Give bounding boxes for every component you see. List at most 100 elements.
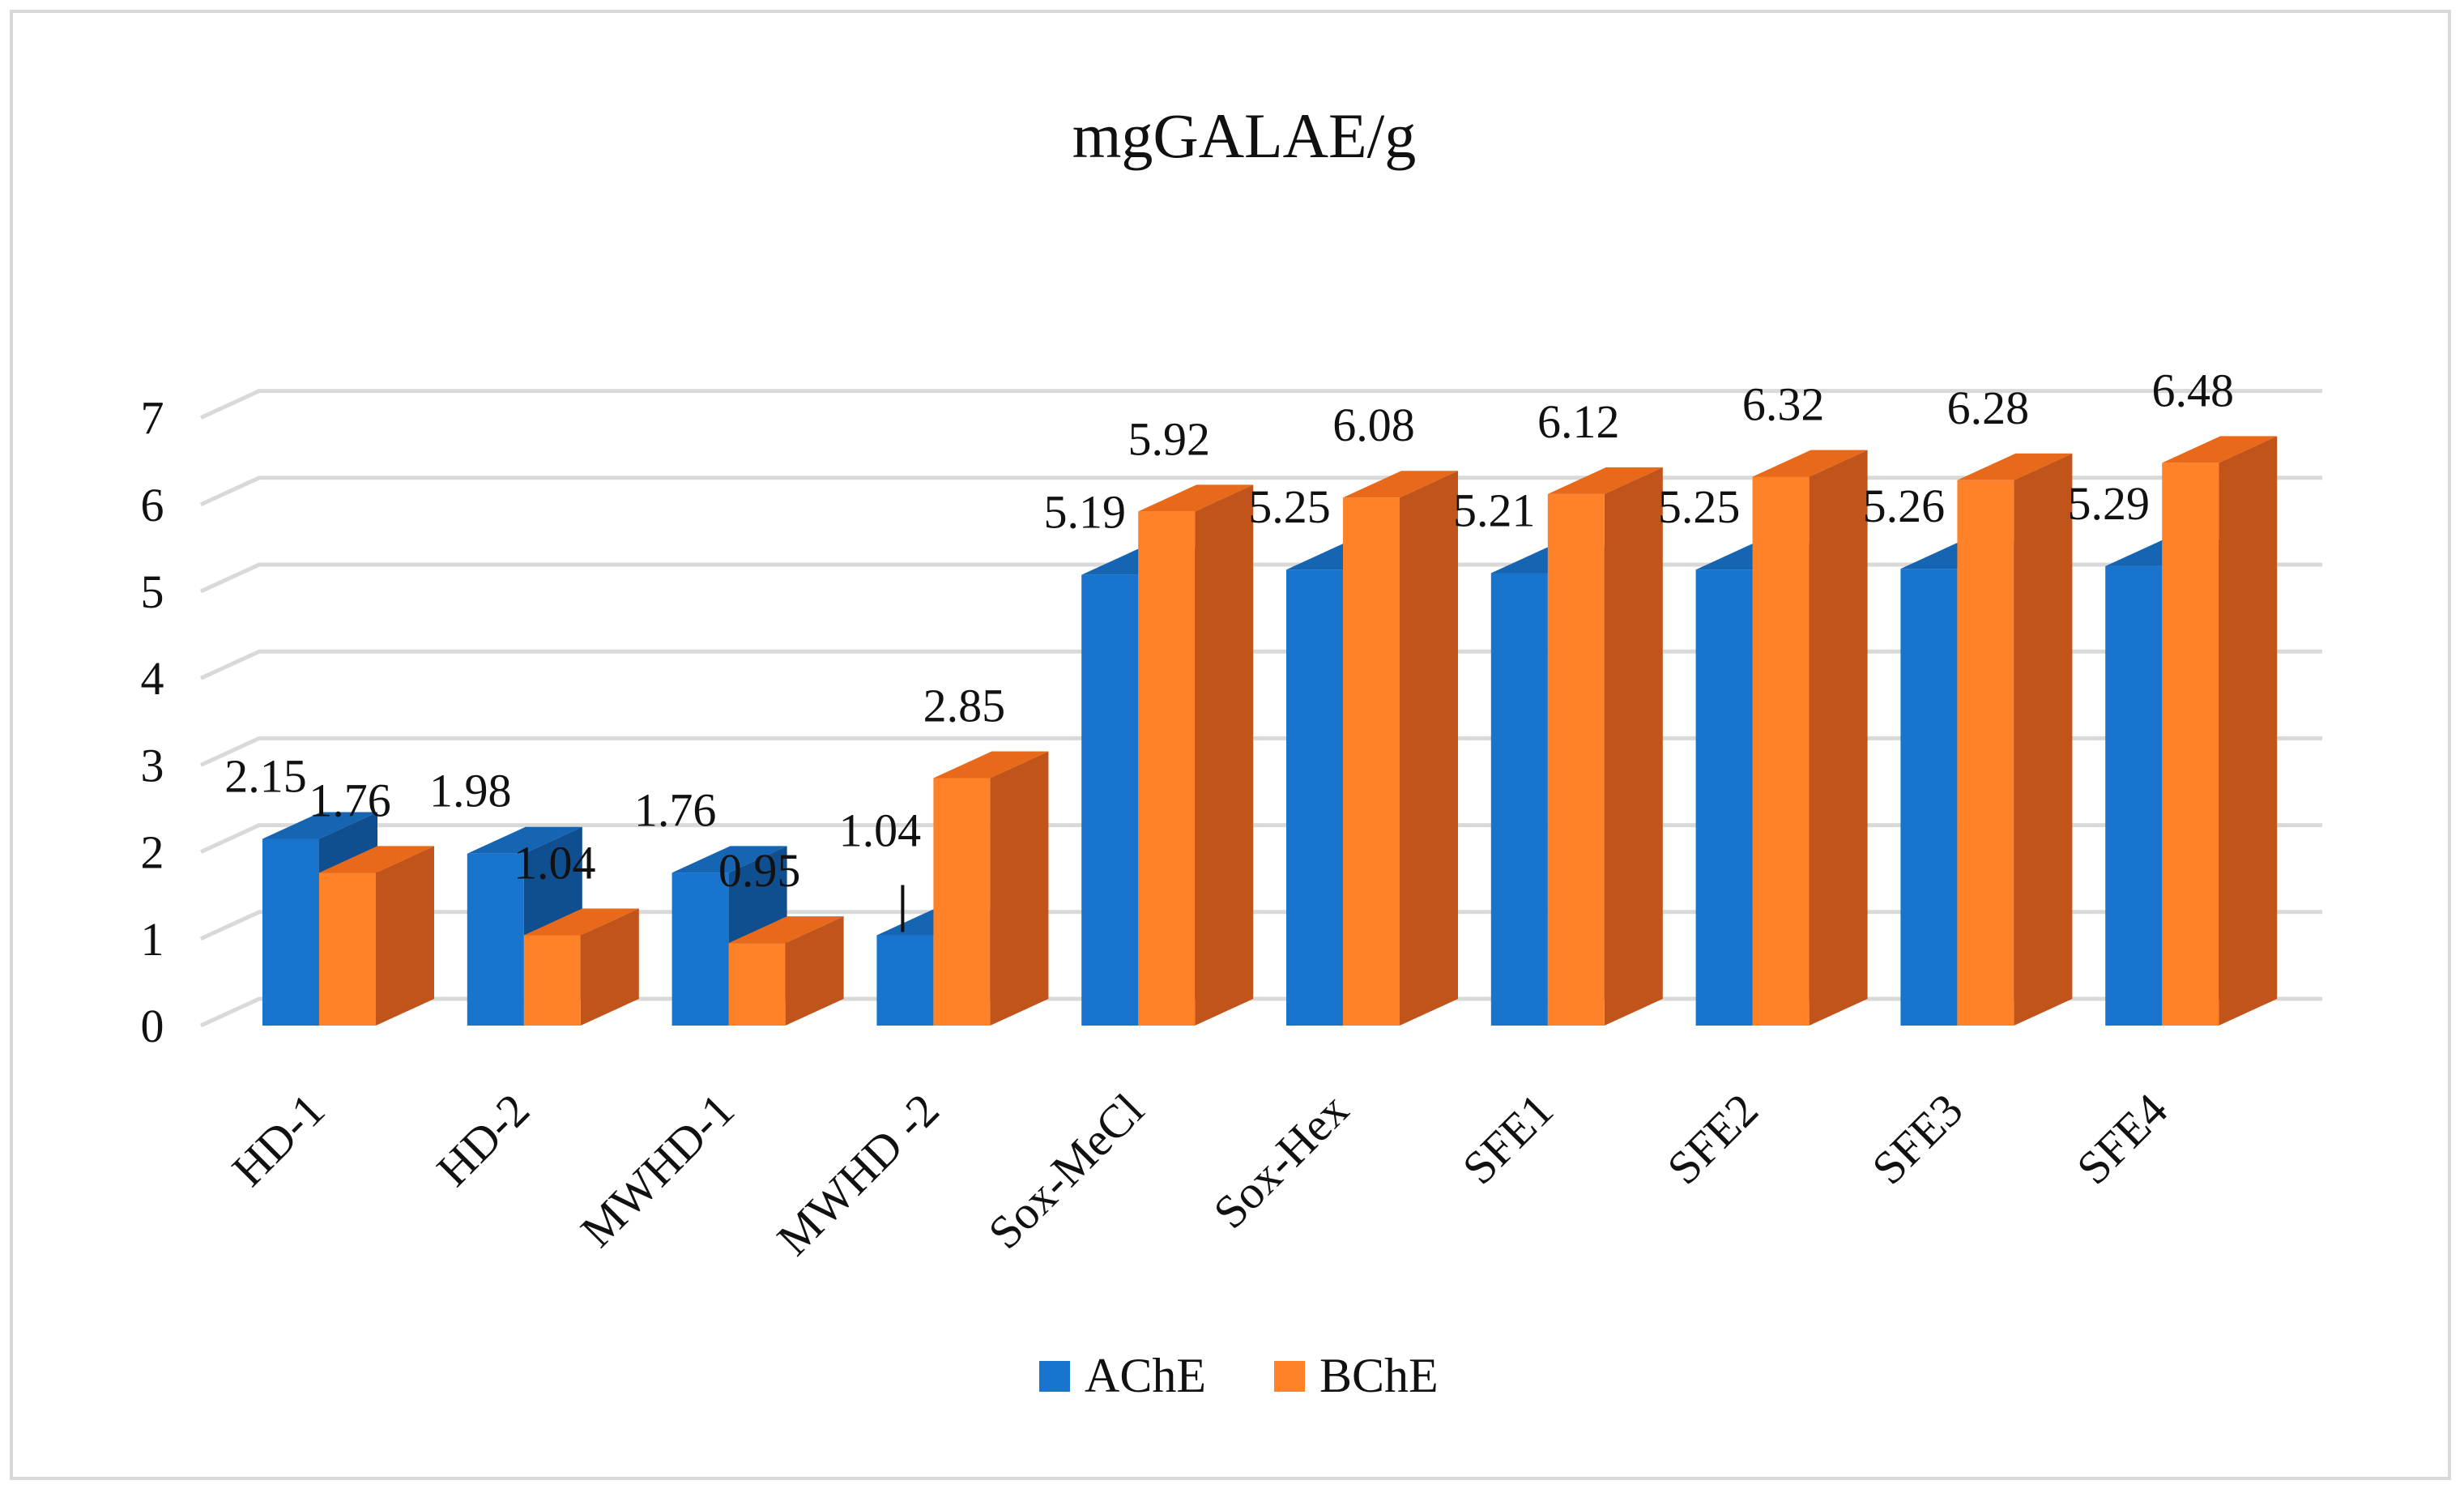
data-label-bche-sox-mecl: 5.92 xyxy=(1128,412,1210,465)
data-label-ache-sfe4: 5.29 xyxy=(2067,477,2150,530)
legend-item-ache: AChE xyxy=(1039,1349,1206,1402)
bar-front xyxy=(2162,463,2219,1026)
x-tick-label-sox-hex: Sox-Hex xyxy=(1203,1083,1358,1239)
bar-bche-mwhd-2 xyxy=(933,751,1049,1026)
x-tick-label-sfe3: SFE3 xyxy=(1861,1083,1972,1194)
bar-front xyxy=(876,935,934,1026)
bar-group-sox-mecl xyxy=(1081,484,1254,1026)
bar-side xyxy=(1400,471,1458,1026)
bar-side xyxy=(1195,484,1254,1026)
bar-group-hd-2 xyxy=(467,826,639,1026)
y-axis-ticks: 0 1 2 3 4 5 6 7 xyxy=(141,392,164,1052)
bar-front xyxy=(728,943,786,1026)
y-tick-label: 5 xyxy=(141,565,164,618)
data-label-ache-sox-mecl: 5.19 xyxy=(1043,486,1126,539)
bar-group-sox-hex xyxy=(1286,471,1458,1026)
data-labels: 2.15 1.76 1.981.041.760.951.042.855.195.92… xyxy=(224,364,2234,932)
bar-front xyxy=(1490,573,1548,1026)
x-tick-label-sfe2: SFE2 xyxy=(1657,1083,1768,1194)
bar-top xyxy=(2162,436,2278,463)
bar-top xyxy=(1547,467,1663,494)
x-tick-label-mwhd-2: MWHD -2 xyxy=(767,1083,949,1265)
legend-swatch xyxy=(1274,1361,1305,1392)
bar-side xyxy=(1604,467,1663,1026)
bar-front xyxy=(1343,497,1400,1026)
bar-side xyxy=(990,751,1049,1026)
data-label-bche-mwhd-1: 0.95 xyxy=(718,844,801,897)
bar-top xyxy=(1957,453,2073,480)
data-label-ache-mwhd-2: 1.04 xyxy=(839,804,922,857)
data-label-bche-hd-1: 1.76 xyxy=(309,774,391,826)
bar-bche-sfe1 xyxy=(1547,467,1663,1026)
data-label-bche-sfe3: 6.28 xyxy=(1947,382,2030,434)
bar-front xyxy=(262,838,319,1026)
bar-bche-sox-mecl xyxy=(1138,484,1254,1026)
data-label-ache-sfe1: 5.21 xyxy=(1453,484,1536,536)
bar-bche-sfe4 xyxy=(2162,436,2278,1026)
data-label-bche-hd-2: 1.04 xyxy=(514,837,596,889)
bar-front xyxy=(1695,569,1753,1026)
bar-front xyxy=(1957,480,2014,1026)
bar-bche-sfe3 xyxy=(1957,453,2073,1026)
bar-bche-sox-hex xyxy=(1343,471,1458,1026)
y-tick-label: 1 xyxy=(141,913,164,966)
bar-group-sfe2 xyxy=(1695,450,1868,1026)
bar-side xyxy=(2219,436,2278,1026)
x-tick-label-hd-2: HD-2 xyxy=(427,1083,539,1196)
bar-bche-sfe2 xyxy=(1752,450,1868,1026)
bar-front xyxy=(467,853,524,1026)
legend-label: AChE xyxy=(1085,1349,1206,1402)
x-tick-label-sox-mecl: Sox-MeCl xyxy=(978,1083,1154,1259)
bar-top xyxy=(933,751,1049,778)
x-tick-label-hd-1: HD-1 xyxy=(222,1083,335,1196)
data-label-bche-sfe1: 6.12 xyxy=(1537,395,1620,448)
bar-top xyxy=(1752,450,1868,477)
bar-front xyxy=(933,778,991,1026)
data-label-ache-sfe3: 5.26 xyxy=(1863,480,1946,532)
legend: AChE BChE xyxy=(1039,1349,1439,1402)
bar-front xyxy=(523,935,581,1026)
bar-top xyxy=(728,916,844,944)
data-label-bche-mwhd-2: 2.85 xyxy=(923,679,1006,732)
bar-group-hd-1 xyxy=(262,812,434,1026)
data-label-bche-sox-hex: 6.08 xyxy=(1332,399,1415,451)
data-label-ache-hd-1: 2.15 xyxy=(224,750,307,803)
legend-swatch xyxy=(1039,1361,1070,1392)
bar-front xyxy=(319,872,376,1026)
bar-side xyxy=(376,846,434,1026)
y-tick-label: 6 xyxy=(141,479,164,531)
bar-bche-mwhd-1 xyxy=(728,916,844,1026)
y-tick-label: 3 xyxy=(141,739,164,791)
bar-group-sfe4 xyxy=(2105,436,2278,1026)
data-label-ache-sfe2: 5.25 xyxy=(1658,480,1741,533)
bar-front xyxy=(1138,511,1196,1026)
bar-top xyxy=(1138,484,1254,512)
bar-bche-hd-1 xyxy=(319,846,434,1026)
x-tick-label-sfe4: SFE4 xyxy=(2066,1083,2177,1194)
gridlines xyxy=(199,389,2322,1028)
bar-group-sfe1 xyxy=(1490,467,1663,1026)
y-tick-label: 7 xyxy=(141,392,164,445)
legend-item-bche: BChE xyxy=(1274,1349,1439,1402)
bar-top xyxy=(1343,471,1458,498)
bar-front xyxy=(1752,476,1810,1026)
data-label-bche-sfe4: 6.48 xyxy=(2151,364,2234,416)
bar-group-sfe3 xyxy=(1900,453,2073,1026)
bar-side xyxy=(580,908,639,1026)
bar-front xyxy=(671,872,729,1026)
bar-top xyxy=(262,812,377,839)
y-tick-label: 4 xyxy=(141,652,164,705)
y-tick-label: 2 xyxy=(141,826,164,879)
x-tick-label-sfe1: SFE1 xyxy=(1452,1083,1563,1194)
bar-front xyxy=(1286,569,1343,1026)
bar-group-mwhd-1 xyxy=(671,846,844,1026)
data-label-ache-mwhd-1: 1.76 xyxy=(634,783,717,836)
bar-front xyxy=(1081,574,1139,1026)
bar-front xyxy=(1900,569,1958,1026)
data-label-bche-sfe2: 6.32 xyxy=(1742,378,1825,430)
bar-top xyxy=(671,846,787,873)
bars xyxy=(262,436,2278,1026)
gridline-7 xyxy=(199,389,2322,420)
